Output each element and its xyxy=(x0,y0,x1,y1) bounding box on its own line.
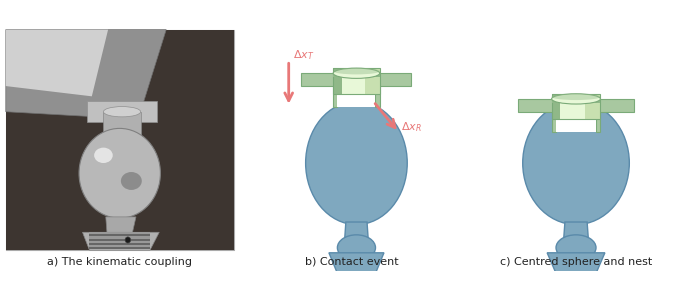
Polygon shape xyxy=(105,217,136,232)
Bar xyxy=(560,94,585,119)
Bar xyxy=(90,239,150,241)
Circle shape xyxy=(523,101,629,225)
FancyBboxPatch shape xyxy=(87,101,157,122)
Ellipse shape xyxy=(556,235,596,260)
Circle shape xyxy=(125,237,130,243)
Polygon shape xyxy=(375,73,412,107)
Ellipse shape xyxy=(333,68,380,74)
Polygon shape xyxy=(329,253,384,284)
Bar xyxy=(552,99,600,103)
Ellipse shape xyxy=(121,172,142,190)
Polygon shape xyxy=(6,30,166,117)
Ellipse shape xyxy=(552,94,600,100)
Ellipse shape xyxy=(337,235,375,260)
Polygon shape xyxy=(596,99,634,132)
Ellipse shape xyxy=(103,107,141,117)
Bar xyxy=(90,234,150,236)
Bar xyxy=(90,243,150,245)
Bar xyxy=(556,119,596,132)
Polygon shape xyxy=(518,99,556,132)
Bar xyxy=(90,245,150,247)
Circle shape xyxy=(79,128,160,218)
Text: $\Delta x_R$: $\Delta x_R$ xyxy=(401,120,422,134)
Bar xyxy=(6,30,234,250)
Bar xyxy=(333,73,380,77)
Bar xyxy=(552,94,600,119)
Bar xyxy=(552,94,560,119)
Ellipse shape xyxy=(94,148,112,163)
Bar xyxy=(365,68,380,94)
Text: a) The kinematic coupling: a) The kinematic coupling xyxy=(47,257,192,267)
Polygon shape xyxy=(6,30,108,96)
Polygon shape xyxy=(301,73,337,107)
Bar xyxy=(90,232,150,234)
Polygon shape xyxy=(83,232,159,250)
Ellipse shape xyxy=(103,137,141,148)
Circle shape xyxy=(305,101,407,225)
Ellipse shape xyxy=(333,68,380,78)
Text: c) Centred sphere and nest: c) Centred sphere and nest xyxy=(500,257,652,267)
Bar xyxy=(103,112,141,142)
Bar xyxy=(90,247,150,249)
Bar xyxy=(337,94,375,107)
Bar xyxy=(6,30,234,250)
Bar xyxy=(90,236,150,239)
Bar xyxy=(341,68,365,94)
Bar xyxy=(333,68,341,94)
Bar xyxy=(585,94,600,119)
Polygon shape xyxy=(345,222,368,237)
Text: b) Contact event: b) Contact event xyxy=(305,257,399,267)
Polygon shape xyxy=(564,222,589,237)
Ellipse shape xyxy=(552,94,600,104)
Bar xyxy=(333,68,380,94)
Polygon shape xyxy=(547,253,605,284)
Bar xyxy=(90,241,150,243)
Text: $\Delta x_T$: $\Delta x_T$ xyxy=(293,48,314,62)
